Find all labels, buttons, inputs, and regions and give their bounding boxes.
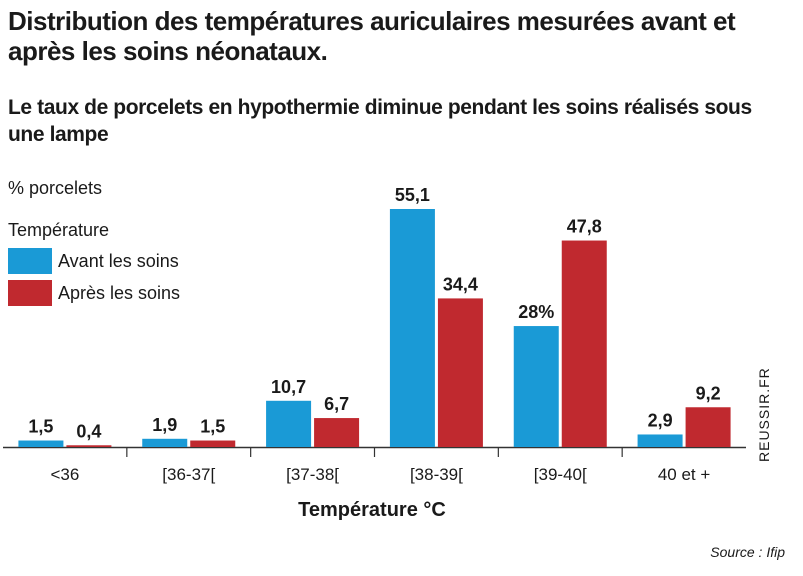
bar-avant [513, 326, 559, 447]
bar-label-avant: 1,9 [152, 415, 177, 435]
bar-label-avant: 1,5 [28, 417, 53, 437]
bar-label-avant: 2,9 [648, 410, 673, 430]
bar-avant [637, 434, 683, 447]
bar-label-avant: 28% [518, 302, 554, 322]
bar-label-apres: 34,4 [443, 274, 478, 294]
x-tick-label: 40 et + [658, 465, 711, 484]
bar-apres [561, 240, 607, 447]
legend-label-apres: Après les soins [58, 282, 181, 303]
chart-subtitle: Le taux de porcelets en hypothermie dimi… [8, 96, 752, 146]
legend-item-avant: Avant les soins [8, 245, 180, 277]
bar-label-apres: 9,2 [696, 383, 721, 403]
bar-label-avant: 10,7 [271, 377, 306, 397]
bar-apres [314, 418, 360, 447]
x-tick-label: [39-40[ [534, 465, 587, 484]
bar-label-apres: 0,4 [76, 421, 101, 441]
legend-swatch-avant [8, 248, 52, 274]
y-axis-label: % porcelets [8, 178, 103, 198]
source-note: Source : Ifip [710, 544, 785, 560]
bar-apres [685, 407, 731, 447]
x-tick-label: <36 [50, 465, 79, 484]
legend-swatch-apres [8, 280, 52, 306]
bar-label-apres: 47,8 [567, 217, 602, 237]
bar-avant [18, 440, 64, 447]
chart-title: Distribution des températures auriculair… [8, 6, 736, 66]
bar-avant [389, 209, 435, 447]
legend-item-apres: Après les soins [8, 277, 180, 309]
bar-apres [66, 445, 112, 447]
legend: Température Avant les soins Après les so… [8, 220, 180, 309]
bar-apres [190, 440, 236, 447]
bar-label-apres: 6,7 [324, 394, 349, 414]
bar-avant [266, 400, 312, 447]
bar-avant [142, 438, 188, 447]
bar-apres [437, 298, 483, 447]
legend-title: Température [8, 220, 110, 240]
x-tick-label: [38-39[ [410, 465, 463, 484]
x-tick-label: [37-38[ [286, 465, 339, 484]
bar-label-avant: 55,1 [395, 185, 430, 205]
bar-label-apres: 1,5 [200, 417, 225, 437]
legend-label-avant: Avant les soins [58, 250, 179, 271]
x-axis-label: Température °C [298, 499, 446, 521]
credit-watermark: REUSSIR.FR [756, 367, 772, 462]
x-tick-label: [36-37[ [162, 465, 215, 484]
